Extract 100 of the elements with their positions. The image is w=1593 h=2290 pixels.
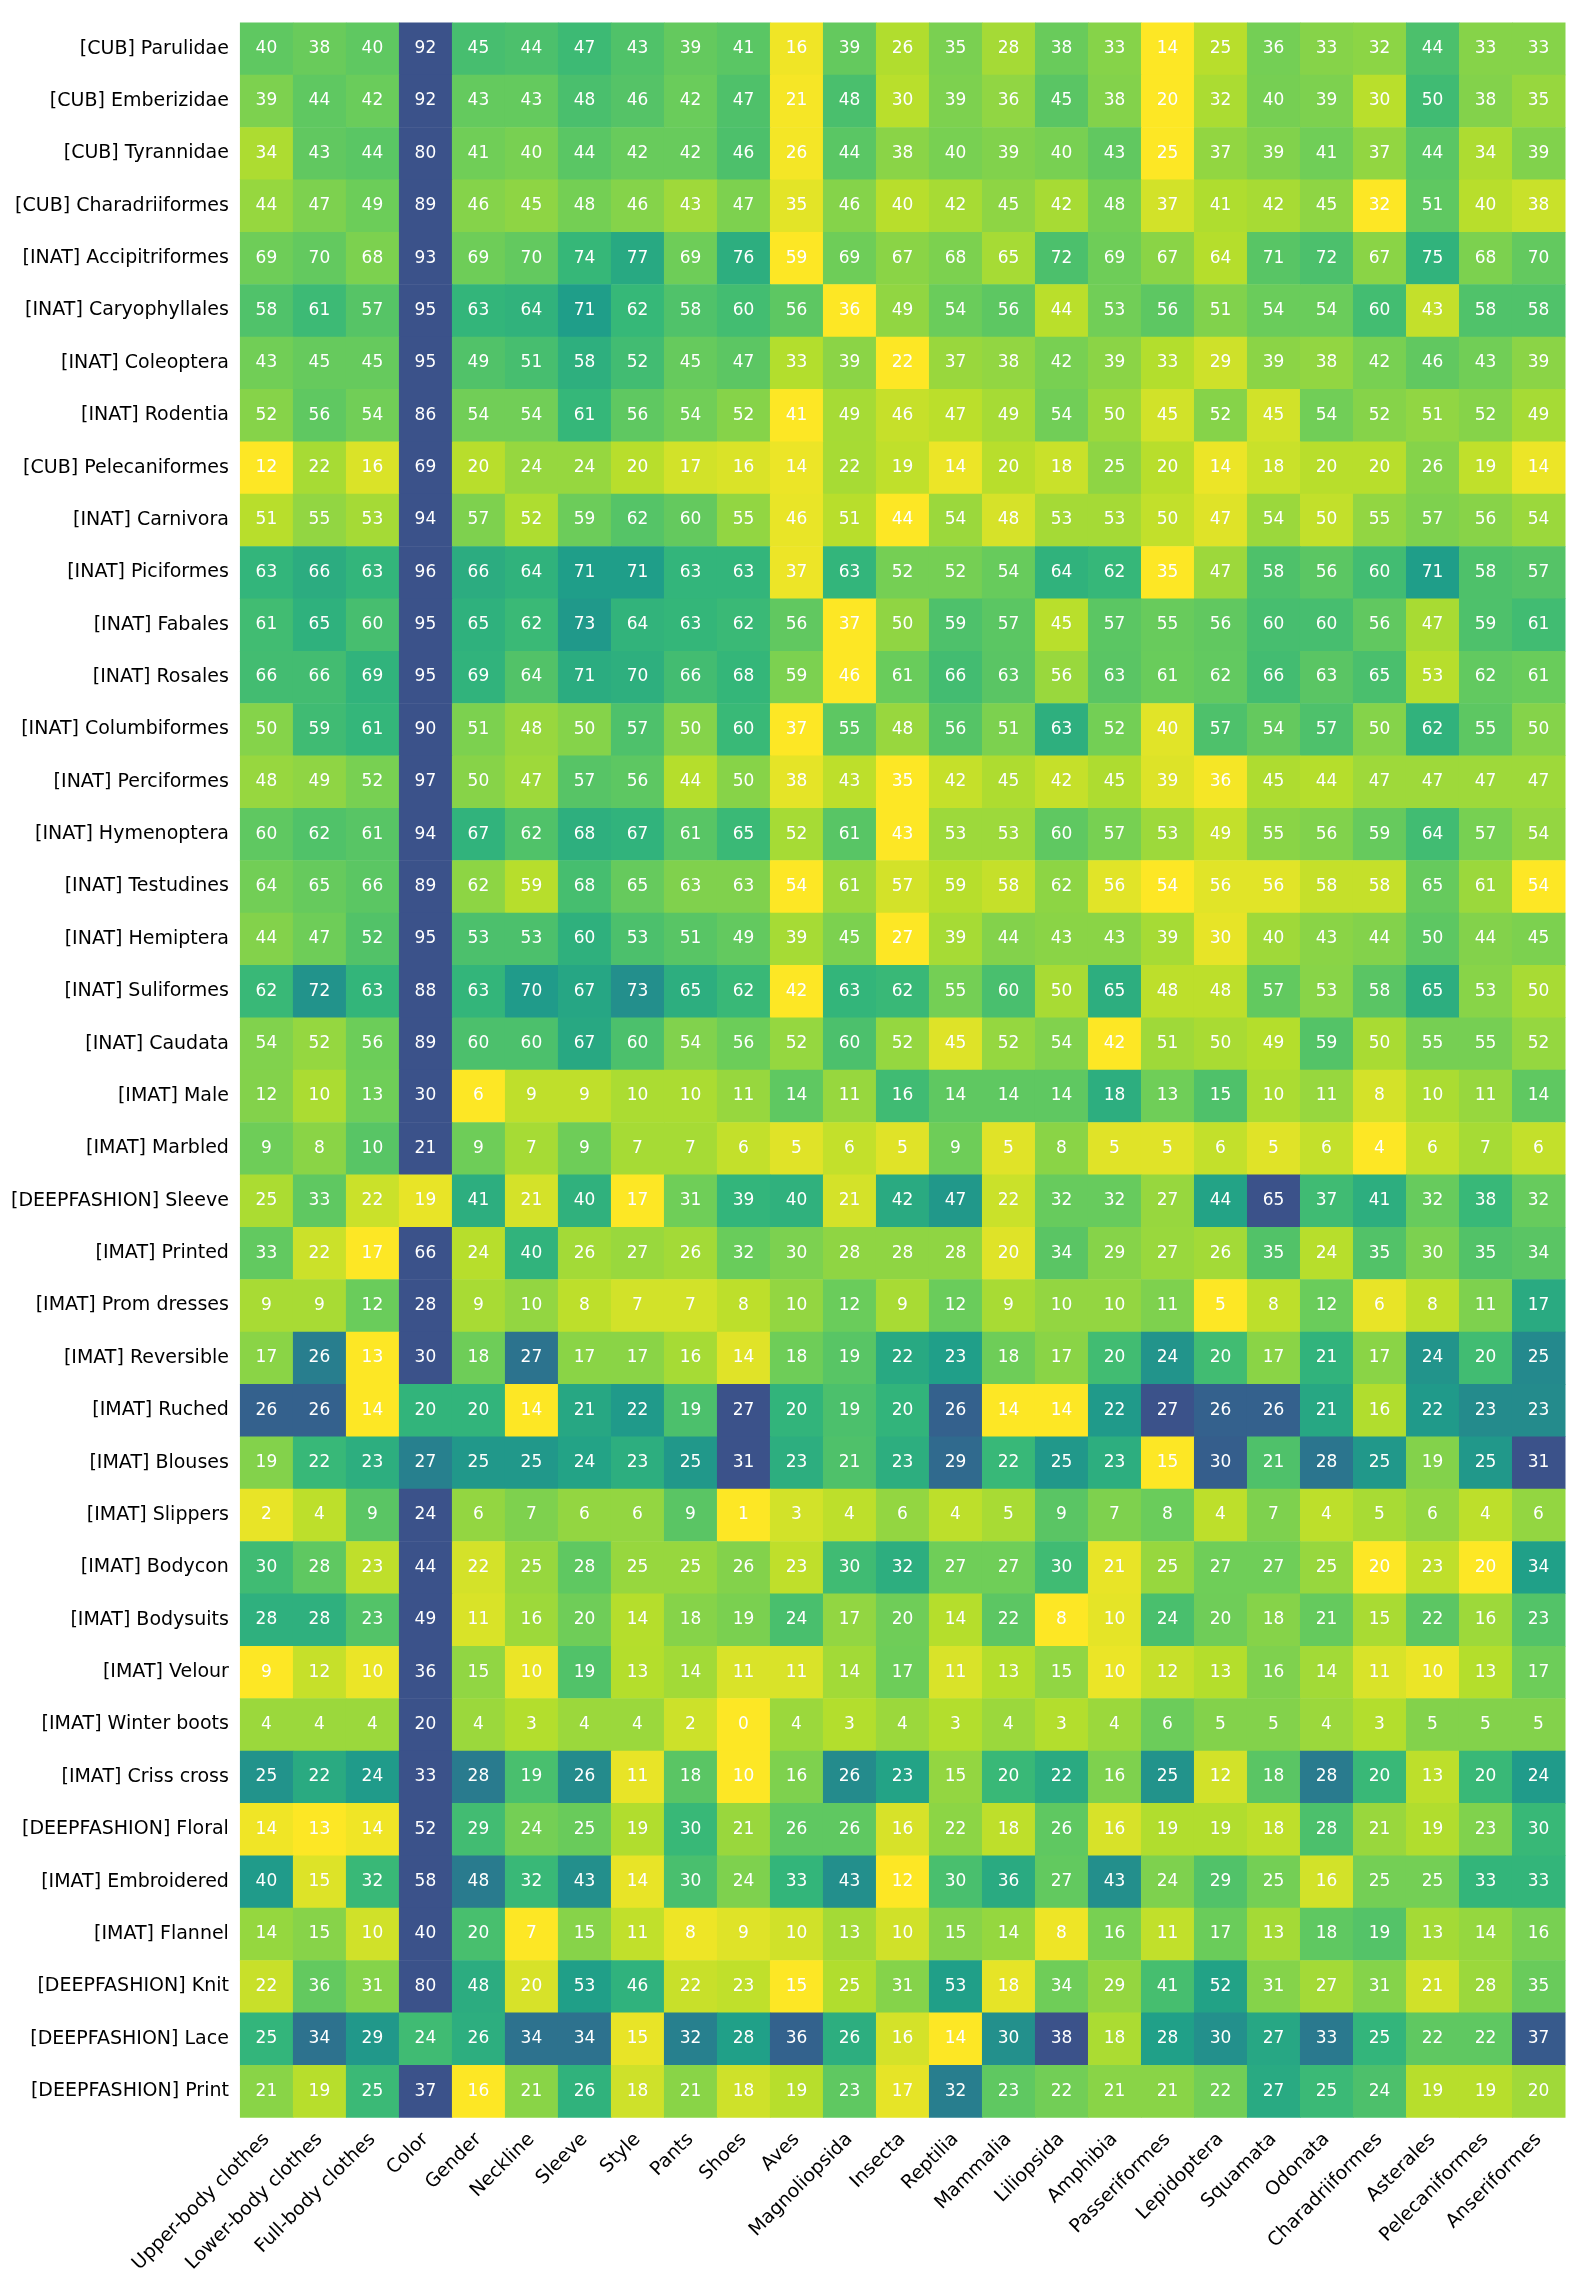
data-label: 54: [255, 1032, 278, 1053]
data-label: 47: [573, 37, 596, 58]
data-label: 26: [838, 2027, 861, 2048]
data-label: 49: [891, 298, 914, 319]
data-label: 7: [632, 1293, 643, 1314]
data-label: 89: [414, 194, 437, 215]
data-label: 19: [1209, 1817, 1232, 1838]
data-label: 26: [785, 141, 808, 162]
data-label: 29: [467, 1817, 490, 1838]
data-label: 0: [738, 1712, 749, 1733]
data-label: 28: [573, 1555, 596, 1576]
data-label: 6: [579, 1503, 590, 1524]
data-label: 16: [732, 455, 755, 476]
data-label: 8: [1374, 1084, 1385, 1105]
data-label: 19: [626, 1817, 649, 1838]
data-label: 56: [785, 613, 808, 634]
data-label: 93: [414, 246, 437, 267]
data-label: 49: [308, 770, 331, 791]
data-label: 13: [1421, 1922, 1444, 1943]
data-label: 13: [838, 1922, 861, 1943]
data-label: 60: [361, 613, 384, 634]
data-label: 43: [1315, 927, 1338, 948]
data-label: 45: [308, 351, 331, 372]
data-label: 18: [997, 1346, 1020, 1367]
data-label: 36: [414, 1660, 437, 1681]
data-label: 25: [1368, 1870, 1391, 1891]
data-label: 52: [361, 927, 384, 948]
data-label: 20: [1368, 455, 1391, 476]
data-label: 60: [679, 508, 702, 529]
data-label: 6: [1427, 1503, 1438, 1524]
data-label: 43: [308, 141, 331, 162]
data-label: 17: [1527, 1660, 1550, 1681]
data-label: 22: [1050, 2079, 1073, 2100]
data-label: 49: [997, 403, 1020, 424]
data-label: 41: [1315, 141, 1338, 162]
data-label: 4: [314, 1712, 325, 1733]
data-label: 56: [626, 770, 649, 791]
data-label: 22: [255, 1974, 278, 1995]
data-label: 10: [1421, 1084, 1444, 1105]
data-label: 43: [1050, 927, 1073, 948]
data-label: 41: [1209, 194, 1232, 215]
data-label: 33: [785, 351, 808, 372]
data-label: 32: [1527, 1189, 1550, 1210]
data-label: 62: [520, 613, 543, 634]
data-label: 62: [626, 298, 649, 319]
data-label: 55: [1421, 1032, 1444, 1053]
data-label: 8: [314, 1136, 325, 1157]
data-label: 26: [1050, 1817, 1073, 1838]
data-label: 9: [473, 1136, 484, 1157]
data-label: 30: [679, 1817, 702, 1838]
data-label: 11: [626, 1922, 649, 1943]
data-label: 22: [1050, 1765, 1073, 1786]
data-label: 47: [1421, 770, 1444, 791]
data-label: 62: [1050, 874, 1073, 895]
data-label: 21: [785, 89, 808, 110]
data-label: 63: [361, 979, 384, 1000]
data-label: 10: [520, 1293, 543, 1314]
data-label: 38: [1050, 37, 1073, 58]
data-label: 57: [1527, 560, 1550, 581]
data-label: 47: [520, 770, 543, 791]
data-label: 22: [308, 1241, 331, 1262]
data-label: 17: [1262, 1346, 1285, 1367]
data-label: 60: [732, 717, 755, 738]
data-label: 57: [997, 613, 1020, 634]
data-label: 27: [1315, 1974, 1338, 1995]
data-label: 8: [1162, 1503, 1173, 1524]
data-label: 49: [1527, 403, 1550, 424]
data-label: 64: [1421, 822, 1444, 843]
data-label: 5: [1162, 1136, 1173, 1157]
data-label: 17: [838, 1608, 861, 1629]
data-label: 45: [1050, 89, 1073, 110]
data-label: 23: [1474, 1398, 1497, 1419]
y-tick-label: [DEEPFASHION] Print: [30, 2078, 229, 2101]
data-label: 7: [1268, 1503, 1279, 1524]
data-label: 69: [1103, 246, 1126, 267]
data-label: 56: [1209, 613, 1232, 634]
data-label: 54: [785, 874, 808, 895]
data-label: 26: [573, 2079, 596, 2100]
data-label: 40: [255, 37, 278, 58]
data-label: 25: [1315, 2079, 1338, 2100]
data-label: 37: [1368, 141, 1391, 162]
data-label: 55: [1156, 613, 1179, 634]
data-label: 15: [1368, 1608, 1391, 1629]
data-label: 63: [732, 874, 755, 895]
data-label: 27: [1209, 1555, 1232, 1576]
data-label: 21: [573, 1398, 596, 1419]
data-label: 42: [944, 194, 967, 215]
data-label: 27: [1156, 1189, 1179, 1210]
data-label: 40: [785, 1189, 808, 1210]
data-label: 53: [626, 927, 649, 948]
data-label: 77: [626, 246, 649, 267]
data-label: 38: [1527, 194, 1550, 215]
data-label: 18: [1262, 1765, 1285, 1786]
y-tick-label: [INAT] Suliformes: [64, 978, 229, 1001]
data-label: 16: [785, 37, 808, 58]
data-label: 3: [844, 1712, 855, 1733]
data-label: 35: [1156, 560, 1179, 581]
data-label: 60: [467, 1032, 490, 1053]
data-label: 32: [944, 2079, 967, 2100]
data-label: 22: [1421, 2027, 1444, 2048]
